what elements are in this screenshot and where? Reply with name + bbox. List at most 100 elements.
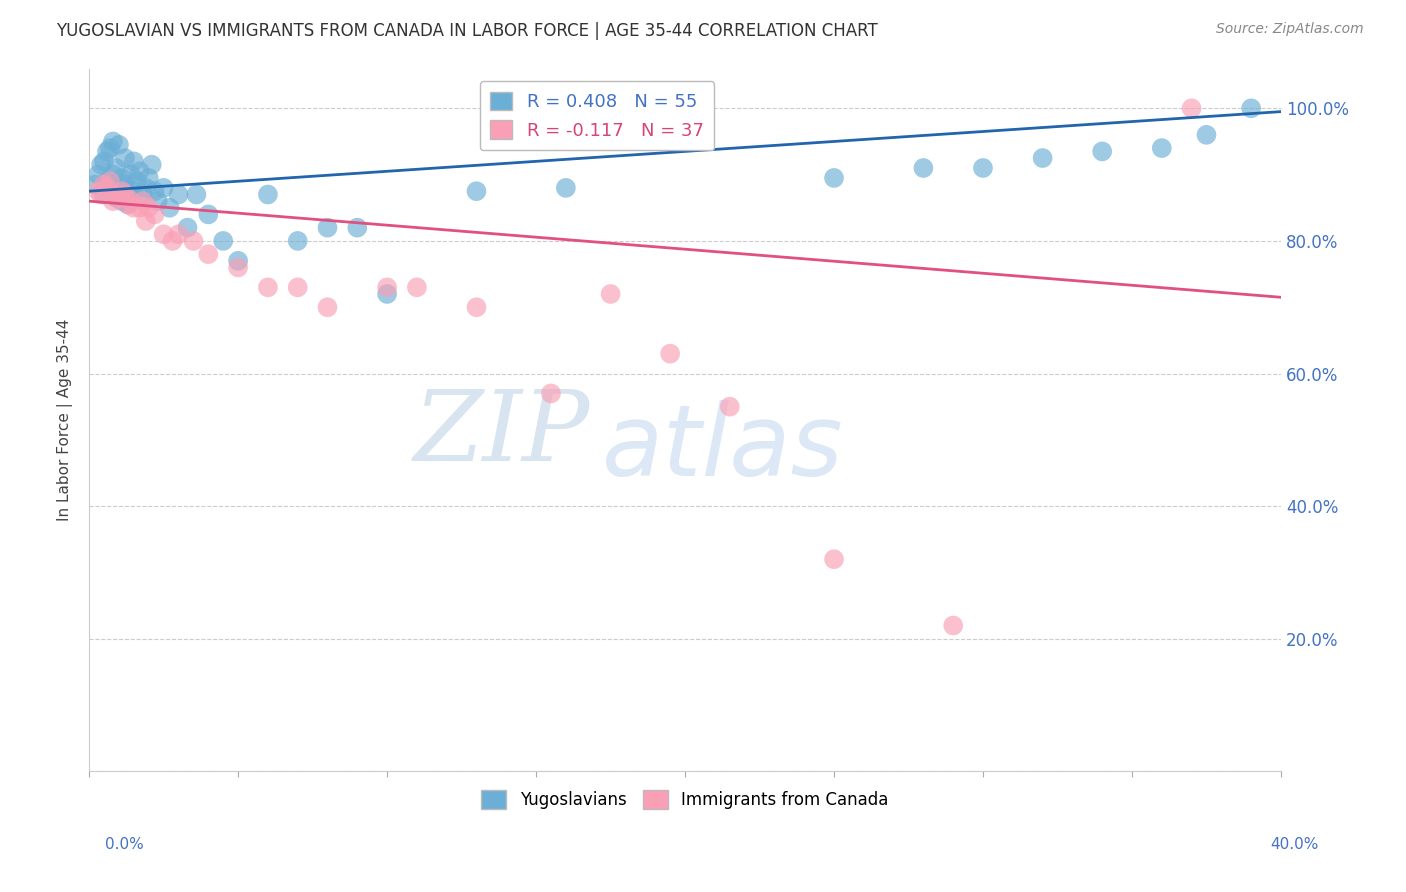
Point <box>287 234 309 248</box>
Point <box>167 227 190 242</box>
Point <box>316 300 339 314</box>
Point <box>98 181 121 195</box>
Point <box>197 247 219 261</box>
Point <box>90 187 112 202</box>
Point <box>93 154 115 169</box>
Point <box>120 168 142 182</box>
Point <box>104 161 127 175</box>
Point <box>346 220 368 235</box>
Point <box>1150 141 1173 155</box>
Point <box>162 234 184 248</box>
Point <box>108 181 131 195</box>
Point <box>375 287 398 301</box>
Point <box>98 174 121 188</box>
Point <box>90 158 112 172</box>
Point <box>141 158 163 172</box>
Point <box>114 178 136 192</box>
Point <box>114 151 136 165</box>
Point <box>257 187 280 202</box>
Point <box>197 207 219 221</box>
Point <box>132 194 155 208</box>
Point <box>972 161 994 175</box>
Point <box>143 207 166 221</box>
Point <box>152 227 174 242</box>
Point <box>108 191 131 205</box>
Point <box>120 194 142 208</box>
Point <box>138 201 160 215</box>
Point <box>599 287 621 301</box>
Point <box>659 346 682 360</box>
Point <box>101 168 124 182</box>
Point <box>93 178 115 192</box>
Point <box>1032 151 1054 165</box>
Point <box>138 170 160 185</box>
Point <box>718 400 741 414</box>
Point <box>186 187 208 202</box>
Point <box>128 201 150 215</box>
Point <box>117 197 139 211</box>
Point <box>98 141 121 155</box>
Point <box>159 201 181 215</box>
Point <box>125 174 148 188</box>
Point <box>117 197 139 211</box>
Point <box>942 618 965 632</box>
Point <box>287 280 309 294</box>
Point <box>135 181 157 195</box>
Point <box>135 214 157 228</box>
Point <box>143 184 166 198</box>
Point <box>101 135 124 149</box>
Point <box>108 137 131 152</box>
Point <box>406 280 429 294</box>
Point <box>1240 101 1263 115</box>
Point <box>132 187 155 202</box>
Point <box>96 145 118 159</box>
Y-axis label: In Labor Force | Age 35-44: In Labor Force | Age 35-44 <box>58 318 73 521</box>
Point <box>183 234 205 248</box>
Point <box>111 194 134 208</box>
Point <box>912 161 935 175</box>
Text: atlas: atlas <box>602 400 844 497</box>
Point <box>122 201 145 215</box>
Point <box>87 184 110 198</box>
Text: ZIP: ZIP <box>413 386 589 482</box>
Point <box>465 184 488 198</box>
Point <box>152 181 174 195</box>
Point <box>176 220 198 235</box>
Point <box>122 154 145 169</box>
Point <box>1091 145 1114 159</box>
Point <box>111 184 134 198</box>
Point <box>96 181 118 195</box>
Point <box>101 194 124 208</box>
Point <box>87 168 110 182</box>
Point <box>226 253 249 268</box>
Point <box>1180 101 1202 115</box>
Point <box>257 280 280 294</box>
Point <box>111 170 134 185</box>
Point <box>226 260 249 275</box>
Point <box>167 187 190 202</box>
Point <box>823 170 845 185</box>
Point <box>93 187 115 202</box>
Point <box>823 552 845 566</box>
Point <box>117 187 139 202</box>
Point <box>84 178 107 192</box>
Point <box>114 187 136 202</box>
Point <box>554 181 576 195</box>
Text: 0.0%: 0.0% <box>105 837 145 852</box>
Text: 40.0%: 40.0% <box>1271 837 1319 852</box>
Point <box>122 184 145 198</box>
Point <box>128 164 150 178</box>
Text: Source: ZipAtlas.com: Source: ZipAtlas.com <box>1216 22 1364 37</box>
Point <box>375 280 398 294</box>
Point <box>316 220 339 235</box>
Point <box>540 386 562 401</box>
Point <box>96 174 118 188</box>
Text: YUGOSLAVIAN VS IMMIGRANTS FROM CANADA IN LABOR FORCE | AGE 35-44 CORRELATION CHA: YUGOSLAVIAN VS IMMIGRANTS FROM CANADA IN… <box>56 22 877 40</box>
Legend: Yugoslavians, Immigrants from Canada: Yugoslavians, Immigrants from Canada <box>475 783 896 816</box>
Point <box>465 300 488 314</box>
Point <box>212 234 235 248</box>
Point <box>1195 128 1218 142</box>
Point <box>104 191 127 205</box>
Point <box>146 194 169 208</box>
Point <box>104 187 127 202</box>
